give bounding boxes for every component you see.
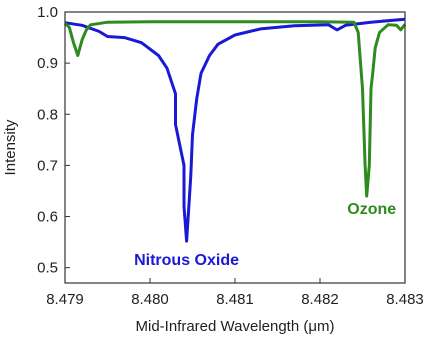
y-axis-title: Intensity [2,119,19,175]
axis-ticks [64,11,406,283]
y-tick-label: 0.7 [37,157,58,174]
series-label-nitrous-oxide: Nitrous Oxide [134,252,239,269]
series-line-ozone [63,20,407,198]
x-tick-label: 8.483 [386,291,424,308]
y-tick-label: 0.8 [37,106,58,123]
x-tick-label: 8.481 [216,291,254,308]
x-tick-label: 8.482 [301,291,339,308]
y-tick-label: 1.0 [37,4,58,21]
plot-frame [64,11,406,284]
series-label-ozone: Ozone [347,201,396,218]
x-axis-title: Mid-Infrared Wavelength (μm) [136,318,335,335]
x-tick-label: 8.479 [46,291,84,308]
y-tick-label: 0.5 [37,260,58,277]
tick-labels: 8.479 8.480 8.481 8.482 8.483 0.5 0.6 0.7 0.8 0.9… [37,4,424,308]
series-line-nitrous-oxide [64,17,406,243]
series-lines [63,17,407,243]
y-tick-label: 0.6 [37,209,58,226]
x-tick-label: 8.480 [131,291,169,308]
y-tick-label: 0.9 [37,55,58,72]
